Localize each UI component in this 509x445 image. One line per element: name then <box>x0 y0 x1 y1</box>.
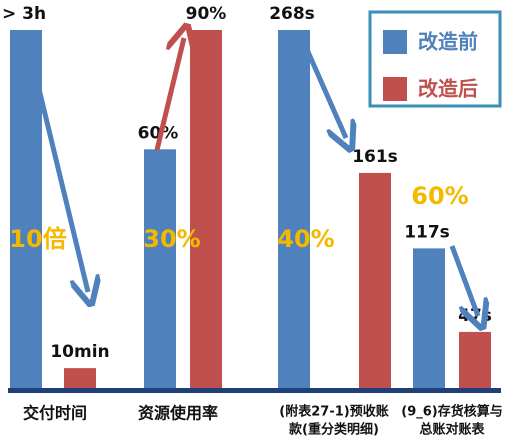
arrow <box>29 59 88 292</box>
legend-label: 改造前 <box>418 30 478 54</box>
category-label: 总账对账表 <box>419 422 485 438</box>
annotation: 10倍 <box>9 225 66 253</box>
arrow <box>154 38 184 151</box>
x-axis <box>8 388 501 393</box>
legend-swatch <box>383 77 407 101</box>
value-label: 268s <box>269 4 315 24</box>
arrow <box>449 245 478 316</box>
value-label: 10min <box>50 342 109 362</box>
value-label: 117s <box>404 222 450 242</box>
bar <box>459 331 491 388</box>
value-label: 161s <box>352 147 398 167</box>
annotation: 40% <box>277 225 334 253</box>
bar <box>190 30 222 388</box>
value-label: 60% <box>138 123 179 143</box>
bar <box>64 368 96 388</box>
bar <box>278 30 310 388</box>
bar <box>359 172 391 388</box>
value-label: 90% <box>186 4 227 24</box>
category-label: (附表27-1)预收账 <box>279 404 388 420</box>
category-label: 款(重分类明细) <box>289 422 379 438</box>
category-label: 资源使用率 <box>138 404 218 423</box>
category-label: (9_6)存货核算与 <box>401 404 502 420</box>
annotation: 60% <box>411 182 468 210</box>
legend-swatch <box>383 30 407 54</box>
bar <box>413 248 445 388</box>
category-label: 交付时间 <box>23 404 87 423</box>
bar <box>144 149 176 388</box>
arrow <box>302 43 346 138</box>
legend-label: 改造后 <box>418 77 478 101</box>
annotation: 30% <box>143 225 200 253</box>
value-label: > 3h <box>2 4 46 24</box>
